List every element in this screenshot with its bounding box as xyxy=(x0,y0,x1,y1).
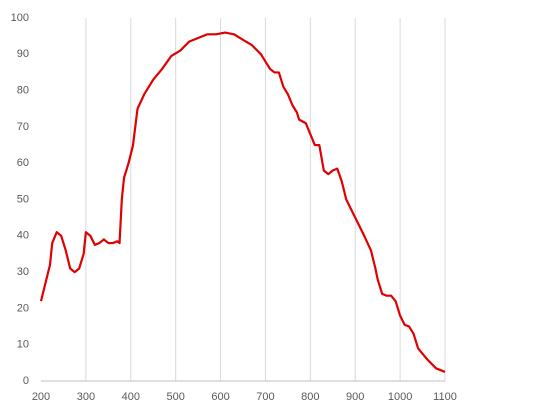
x-tick-label: 1100 xyxy=(433,391,457,403)
y-tick-label: 10 xyxy=(17,339,29,351)
data-line xyxy=(39,31,446,373)
y-tick-label: 50 xyxy=(17,193,29,205)
y-tick-label: 20 xyxy=(17,302,29,314)
x-tick-label: 700 xyxy=(256,391,274,403)
x-tick-label: 500 xyxy=(166,391,184,403)
x-tick-label: 200 xyxy=(32,391,50,403)
x-tick-label: 300 xyxy=(77,391,95,403)
y-tick-label: 40 xyxy=(17,230,29,242)
x-tick-label: 600 xyxy=(211,391,229,403)
y-tick-label: 0 xyxy=(23,375,29,387)
y-tick-label: 80 xyxy=(17,85,29,97)
x-tick-label: 1000 xyxy=(388,391,412,403)
y-tick-label: 100 xyxy=(11,12,29,24)
y-tick-label: 30 xyxy=(17,266,29,278)
x-tick-label: 900 xyxy=(346,391,364,403)
x-tick-label: 400 xyxy=(122,391,140,403)
x-tick-label: 800 xyxy=(301,391,319,403)
y-tick-label: 70 xyxy=(17,121,29,133)
y-tick-label: 60 xyxy=(17,157,29,169)
y-tick-label: 90 xyxy=(17,48,29,60)
